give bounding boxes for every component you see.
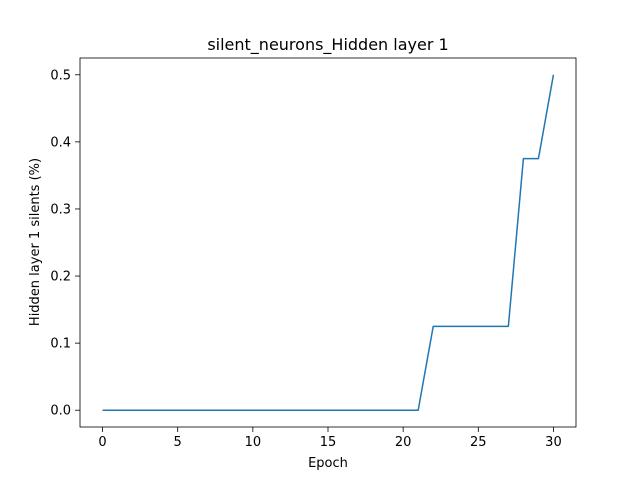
x-tick-label: 25 <box>470 435 487 450</box>
series-line-0 <box>102 74 555 411</box>
y-tick-label: 0.1 <box>50 337 71 352</box>
plot-frame <box>79 57 577 428</box>
x-tick-label: 30 <box>545 435 562 450</box>
x-tick-label: 20 <box>395 435 412 450</box>
y-tick-label: 0.2 <box>50 270 71 285</box>
y-axis-label: Hidden layer 1 silents (%) <box>28 158 43 326</box>
y-tick-label: 0.4 <box>50 135 71 150</box>
x-tick-label: 15 <box>320 435 337 450</box>
chart-title: silent_neurons_Hidden layer 1 <box>207 35 448 55</box>
plot-area: 0 5 10 15 20 25 30 0.0 0.1 0.2 0.3 0.4 0.5 <box>50 57 577 450</box>
x-tick-label: 5 <box>174 435 182 450</box>
x-axis-label: Epoch <box>308 456 348 471</box>
y-tick-label: 0.5 <box>50 68 71 83</box>
y-tick-label: 0.3 <box>50 202 71 217</box>
y-tick-label: 0.0 <box>50 404 71 419</box>
x-tick-label: 10 <box>245 435 262 450</box>
x-tick-label: 0 <box>98 435 106 450</box>
